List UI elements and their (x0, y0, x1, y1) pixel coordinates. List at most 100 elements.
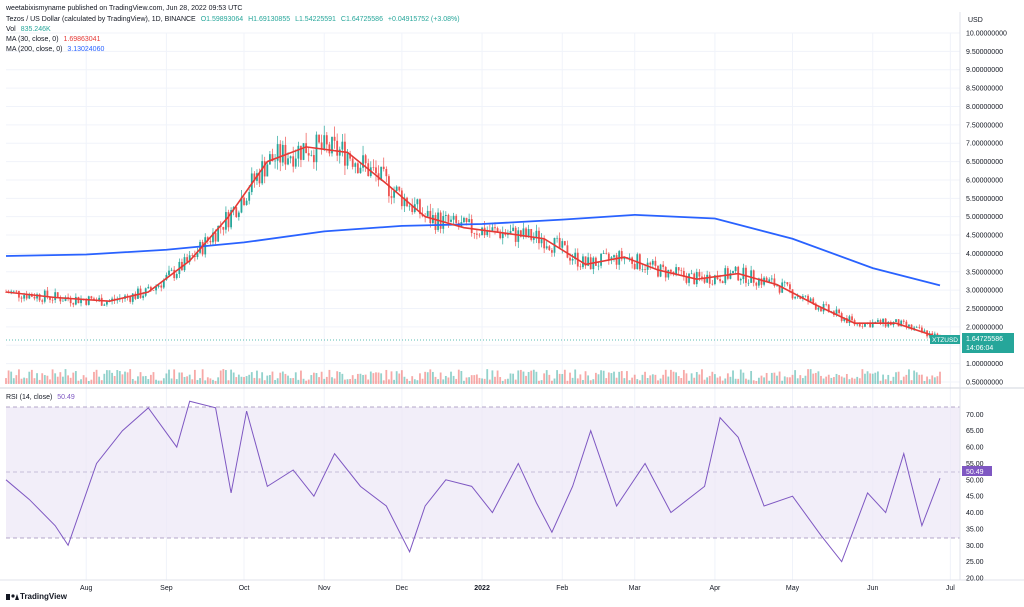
volume-bar (840, 376, 843, 384)
volume-bar (569, 372, 571, 384)
price-axis-label: USD (968, 17, 983, 24)
candle-body (649, 262, 652, 265)
volume-bar (98, 376, 101, 384)
candle-body (670, 269, 672, 272)
time-tick-label: Oct (239, 585, 250, 592)
rsi-tick-label: 35.00 (966, 526, 984, 533)
tradingview-logo-text: TradingView (20, 592, 67, 601)
volume-bar (507, 378, 509, 384)
candle-body (289, 156, 292, 159)
volume-bar (835, 373, 838, 384)
candle-body (292, 156, 295, 167)
candle-body (874, 321, 877, 323)
candle-body (778, 285, 781, 293)
volume-bar (181, 372, 183, 384)
candle-body (201, 241, 204, 255)
candle-body (851, 316, 853, 321)
candle-body (695, 272, 698, 285)
volume-bar (538, 380, 540, 384)
candle-body (501, 232, 504, 239)
volume-bar (931, 375, 934, 384)
volume-bar (199, 378, 201, 384)
volume-bar (820, 375, 822, 384)
price-tick-label: 8.50000000 (966, 86, 1003, 93)
volume-bar (517, 370, 520, 384)
volume-bar (662, 374, 665, 384)
symbol-line: Tezos / US Dollar (calculated by Trading… (6, 16, 196, 23)
rsi-line (5, 400, 941, 563)
candle-body (395, 186, 398, 191)
volume-bar (263, 380, 266, 384)
candle-body (346, 153, 349, 166)
volume-bar (711, 371, 714, 384)
candle-body (59, 297, 62, 302)
volume-bar (457, 369, 460, 384)
volume-bar (747, 379, 750, 384)
volume-bar (328, 369, 331, 384)
volume-bar (519, 369, 522, 384)
price-tick-label: 8.00000000 (966, 104, 1003, 111)
candle-body (610, 257, 613, 260)
volume-bar (439, 372, 442, 384)
candle-body (791, 289, 794, 299)
rsi-tick-label: 60.00 (966, 445, 984, 452)
candle-body (861, 326, 864, 327)
symbol-tag (930, 335, 960, 344)
volume-bar (382, 380, 385, 384)
volume-bar (864, 373, 866, 384)
volume-bar (80, 379, 82, 384)
time-axis: Aug Sep Oct Nov Dec 2022 Feb Mar Apr May Jun Jul (80, 585, 955, 592)
candle-body (323, 135, 326, 149)
candle-body (398, 186, 401, 191)
candle-body (235, 207, 238, 218)
candle-body (56, 292, 59, 298)
candle-body (225, 212, 227, 230)
volume-bar (193, 369, 196, 384)
volume-bar (597, 374, 600, 384)
candle-body (69, 298, 72, 304)
rsi-tick-label: 45.00 (966, 494, 984, 501)
volume-bar (851, 377, 853, 384)
volume-bar (623, 378, 626, 384)
candle-body (41, 300, 44, 302)
candle-body (429, 210, 432, 224)
volume-bar (636, 379, 639, 384)
price-tick-label: 6.00000000 (966, 177, 1003, 184)
volume-bar (240, 376, 243, 384)
candle-body (540, 239, 543, 244)
volume-bar (269, 375, 271, 384)
volume-bar (421, 378, 424, 384)
candle-body (341, 141, 344, 150)
candle-body (887, 321, 890, 327)
candle-body (641, 269, 644, 270)
candle-body (131, 293, 134, 302)
candle-body (770, 278, 773, 280)
candle-body (613, 255, 615, 258)
candle-body (706, 274, 709, 283)
volume-bar (175, 379, 178, 384)
volume-bar (204, 380, 207, 384)
volume-bar (49, 379, 51, 384)
price-tick-label: 10.00000000 (966, 31, 1007, 38)
candle-body (869, 322, 872, 328)
volume-bar (36, 373, 38, 384)
volume-bar (830, 377, 833, 384)
volume-bar (411, 376, 414, 384)
symbol-tag-text: XTZUSD (932, 337, 958, 344)
volume-bar (126, 372, 129, 384)
volume-bar (186, 376, 189, 384)
volume-bar (605, 378, 608, 384)
volume-bar (250, 372, 253, 384)
volume-bar (349, 379, 352, 384)
volume-bar (574, 369, 577, 384)
volume-bar (910, 380, 913, 384)
volume-bar (512, 373, 515, 384)
volume-bar (685, 373, 688, 384)
candle-body (685, 276, 688, 283)
candle-body (157, 285, 160, 287)
volume-bar (845, 373, 848, 384)
candle-body (281, 144, 284, 163)
volume-bar (814, 372, 817, 384)
candle-body (783, 282, 786, 283)
volume-bar (651, 374, 654, 384)
